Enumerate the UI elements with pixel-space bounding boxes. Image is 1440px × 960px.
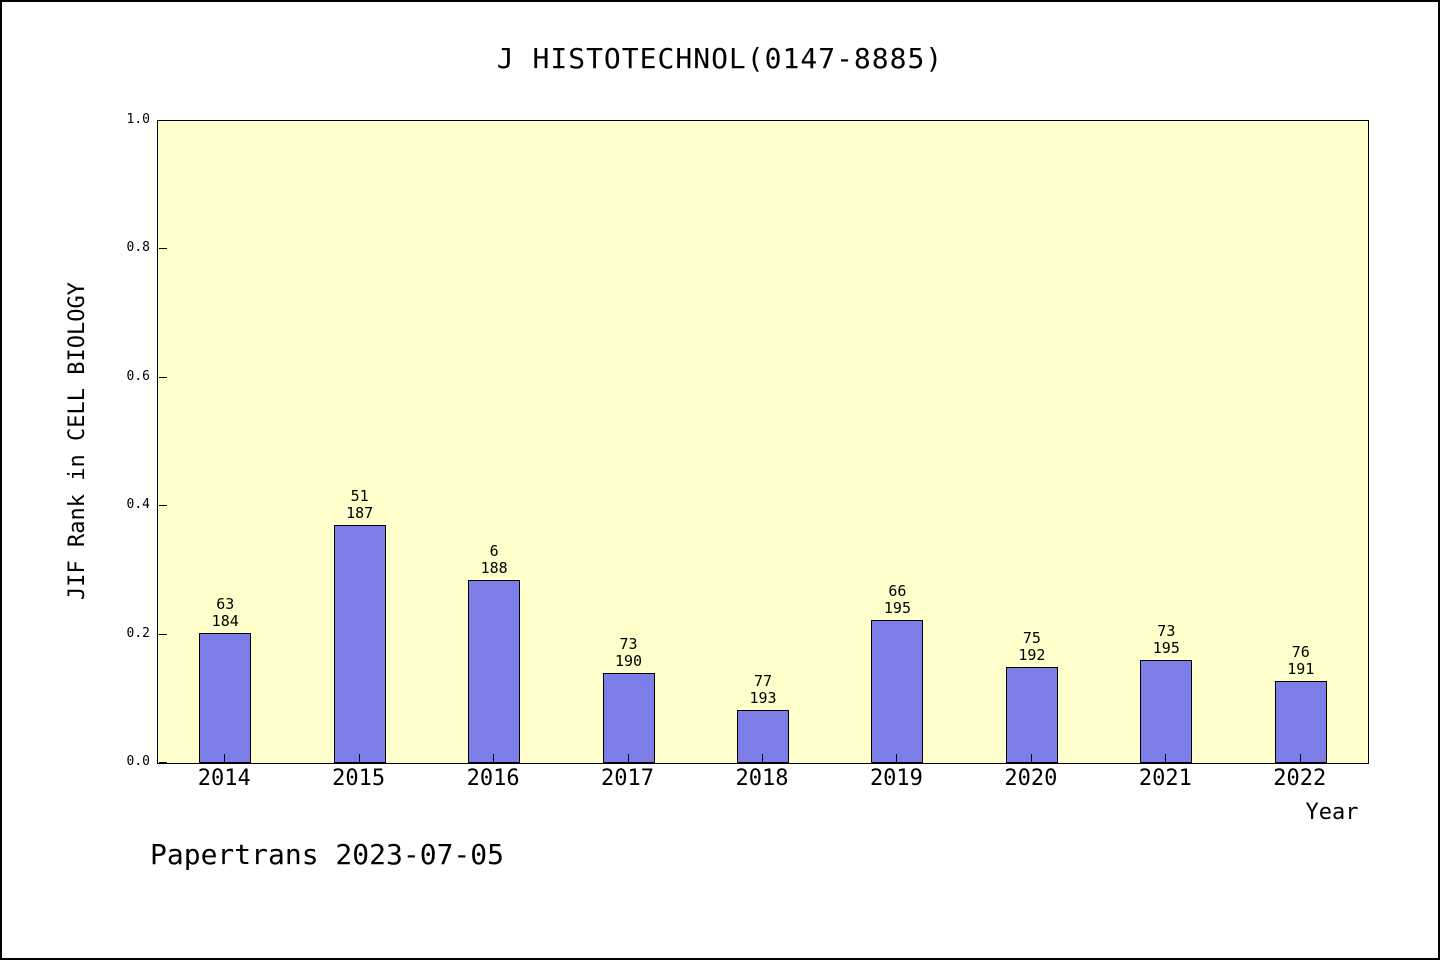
bar-label: 73 190 [584,636,674,670]
bar [871,620,924,763]
bar-label-rank: 77 [753,672,773,691]
bar-label: 73 195 [1121,623,1211,657]
bar [333,524,386,763]
y-tick-mark [159,120,167,121]
bar [1005,666,1058,763]
y-tick-label: 0.4 [126,497,150,513]
y-tick-mark [159,248,167,250]
bar-label-rank: 73 [1157,622,1176,641]
bar-label-total: 191 [1287,659,1315,678]
bar [737,710,789,763]
bar-label: 77 193 [718,673,808,707]
chart-title: J HISTOTECHNOL(0147-8885) [496,42,944,75]
x-tick-label: 2022 [1273,766,1327,791]
x-tick-mark [1299,754,1301,762]
bar-label-total: 195 [883,599,911,618]
x-tick-label: 2019 [869,766,923,791]
y-tick-mark [159,762,167,763]
bar-label: 66 195 [852,583,942,617]
x-tick-mark [1165,754,1167,762]
bar-label-total: 192 [1018,645,1046,664]
plot-area: 63 184 51 187 6 188 73 190 77 193 66 195 75 192 73 195 7… [157,120,1369,764]
bar-label-total: 193 [749,689,777,708]
x-tick-label: 2017 [601,766,655,791]
x-tick-label: 2020 [1004,766,1058,791]
bar-label: 63 184 [180,596,270,630]
x-tick-mark [896,754,898,762]
bar-label-total: 190 [615,652,643,671]
y-tick-label: 0.8 [126,240,150,256]
x-tick-mark [224,754,226,762]
x-tick-mark [627,754,629,762]
y-tick-mark [159,505,167,507]
bar-label-rank: 66 [888,582,907,601]
x-tick-label: 2014 [197,766,251,791]
bar-label-rank: 73 [619,635,638,654]
x-tick-mark [1030,754,1032,762]
y-tick-label: 1.0 [126,112,150,127]
x-tick-label: 2018 [735,766,789,791]
bar [468,580,521,763]
bar-label-rank: 76 [1291,642,1310,661]
x-tick-label: 2015 [332,766,386,791]
bar-label-rank: 63 [216,595,235,614]
bar-label-rank: 51 [350,486,369,505]
bar-label-total: 187 [346,503,374,522]
bar-label: 75 192 [987,628,1077,664]
bar-label-rank: 6 [489,542,499,561]
y-tick-mark [159,633,167,635]
y-tick-label: 0.0 [126,754,150,769]
y-axis-label: JIF Rank in CELL BIOLOGY [65,282,90,600]
bar-label-total: 188 [480,559,508,578]
x-tick-label: 2016 [466,766,520,791]
bar-label: 76 191 [1256,642,1346,678]
bar [1274,680,1327,763]
watermark-text: Papertrans 2023-07-05 [150,838,505,871]
bar-label: 6 188 [449,543,539,577]
y-tick-label: 0.6 [126,368,150,384]
bar [602,673,655,763]
y-tick-mark [159,376,167,378]
x-tick-mark [493,754,495,762]
bar [199,633,252,763]
x-tick-mark [358,754,360,762]
bar-label-total: 184 [211,612,239,631]
y-tick-label: 0.2 [126,625,150,641]
x-axis-label: Year [1305,800,1359,825]
bar-label-rank: 75 [1022,628,1041,647]
x-tick-mark [762,754,763,762]
bar-label: 51 187 [315,486,405,522]
bar [1140,660,1193,763]
x-tick-label: 2021 [1138,766,1192,791]
bar-label-total: 195 [1152,639,1180,658]
